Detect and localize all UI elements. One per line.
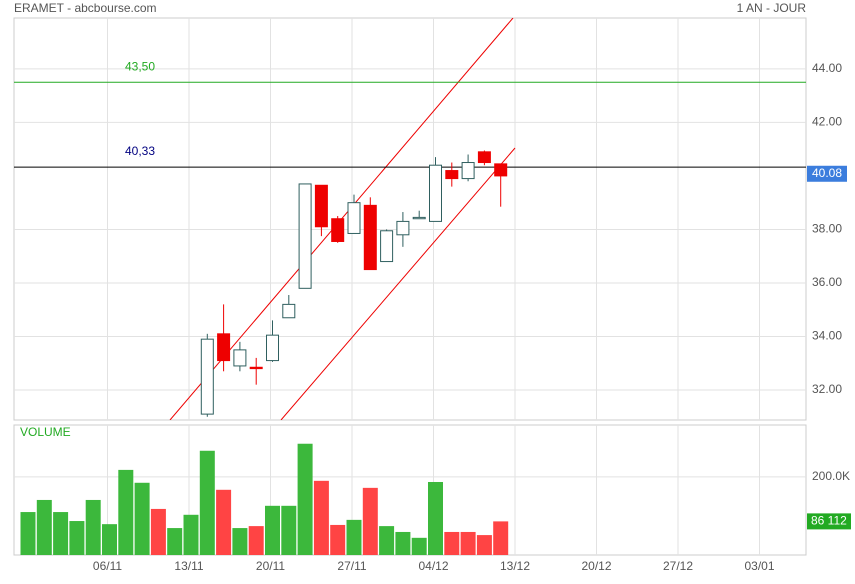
x-tick-label: 20/12 [581,559,611,573]
candle-body [314,184,328,228]
candle-body [494,163,508,177]
volume-bar [150,508,166,555]
candle-body [233,349,247,367]
candle-body [445,170,459,180]
y-tick-label: 32.00 [812,382,842,396]
volume-bar [313,480,329,555]
level-label: 43,50 [125,59,155,73]
volume-bar [281,505,297,555]
volume-bar [167,528,183,555]
candle-body [477,151,491,164]
volume-bar [395,531,411,555]
candle-body [200,338,214,415]
volume-bar [199,450,215,555]
volume-bar [460,531,476,555]
volume-bar [183,514,199,555]
candle-body [396,220,410,236]
volume-bar [444,531,460,555]
volume-title: VOLUME [20,425,71,439]
price-panel [13,17,807,421]
volume-bar [493,521,509,555]
y-tick-label: 44.00 [812,61,842,75]
volume-bar [428,481,443,555]
last-price-label: 40.08 [812,166,842,180]
level-label: 40,33 [125,144,155,158]
y-tick-label: 38.00 [812,222,842,236]
candle-body [429,164,442,222]
x-tick-label: 04/12 [418,559,448,573]
candle-body [380,230,394,263]
x-tick-label: 13/11 [174,559,203,573]
last-price-box [807,165,847,182]
volume-bar [297,443,313,555]
x-tick-label: 27/12 [663,559,693,573]
candle-body [331,218,345,242]
candle-body [266,334,279,362]
y-tick-label: 36.00 [812,275,842,289]
last-volume-label: 86 112 [811,514,847,528]
volume-bar [20,512,36,555]
chart-subtitle: 1 AN - JOUR [737,1,807,15]
chart-title: ERAMET - abcbourse.com [14,1,157,15]
x-tick-label: 20/11 [256,559,285,573]
volume-bar [379,526,395,555]
candle-body [412,216,426,220]
y-tick-label: 34.00 [812,329,842,343]
volume-bar [476,535,492,555]
volume-bar [346,519,362,555]
volume-bar [102,524,117,555]
volume-bar [232,528,248,555]
volume-bar [362,487,378,555]
candle-body [461,162,475,180]
y-tick-label: 42.00 [812,115,842,129]
x-tick-label: 03/01 [744,559,774,573]
last-volume-box [807,513,851,530]
volume-bar [85,499,101,555]
x-tick-label: 13/12 [500,559,530,573]
candle-body [298,183,312,289]
x-tick-label: 06/11 [93,559,122,573]
volume-bar [216,489,232,555]
y-tick-label: 200.0K [812,469,850,483]
volume-bar [118,469,134,555]
volume-bar [36,499,52,555]
x-tick-label: 27/11 [337,559,366,573]
trend-line [280,147,516,420]
volume-bar [265,505,280,555]
candle-body [347,202,361,234]
volume-bar [69,521,85,555]
candle-body [249,366,263,370]
volume-bar [330,524,346,555]
volume-bar [134,482,150,555]
volume-bar [248,526,264,555]
candle-body [363,204,377,271]
volume-bar [53,512,69,555]
candle-body [282,303,296,319]
volume-bar [411,537,427,555]
candle-body [217,333,231,362]
